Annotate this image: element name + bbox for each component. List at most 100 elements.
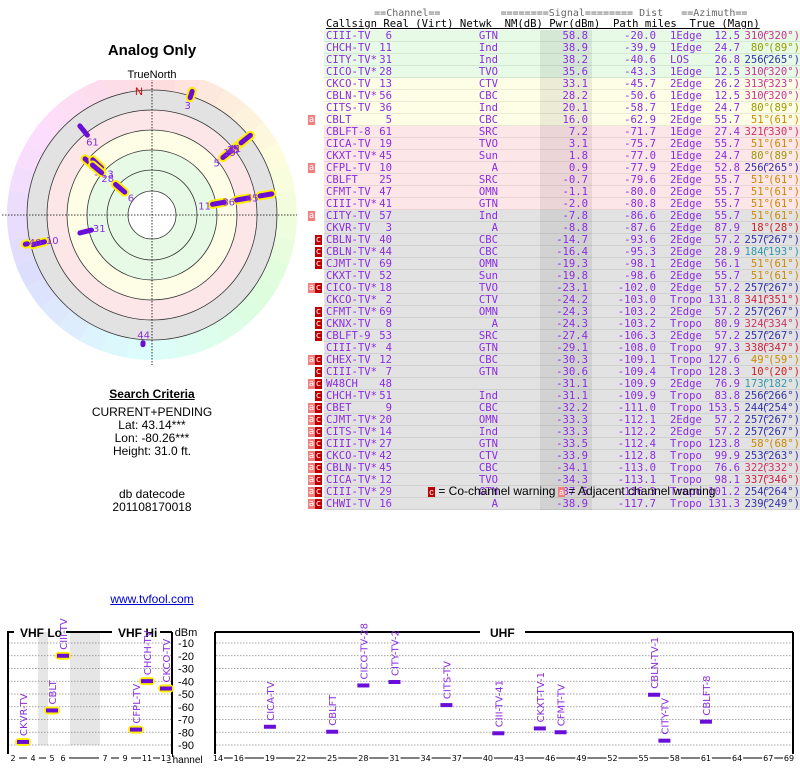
station-bar — [234, 195, 251, 203]
warning-badges — [304, 102, 324, 114]
channel-gap-shade — [38, 632, 48, 745]
cell-dist: 12.5 — [714, 90, 740, 102]
table-row[interactable]: CIII-TV* 4 GTN -29.1 -108.0 Tropo 97.3 338° (347… — [304, 342, 800, 354]
table-row[interactable]: CIII-TV* 41 GTN -2.0 -80.8 2Edge 55.7 51° (61°) — [304, 198, 800, 210]
table-row[interactable]: CICA-TV 19 TVO 3.1 -75.7 2Edge 55.7 51° (61°) — [304, 138, 800, 150]
cell-dist: 76.6 — [714, 462, 740, 474]
cell-magn: (59°) — [768, 354, 800, 366]
cell-dist: 55.7 — [714, 210, 740, 222]
table-row[interactable]: a CBLT 5 CBC 16.0 -62.9 2Edge 55.7 51° (61°) — [304, 114, 800, 126]
cell-true: 257° — [744, 414, 770, 426]
cell-path: 2Edge — [670, 234, 702, 246]
cell-net: CBC — [478, 402, 498, 414]
table-row[interactable]: a c CICO-TV* 18 TVO -23.1 -102.0 2Edge 57.2 257°(… — [304, 282, 800, 294]
warning-badges — [304, 270, 324, 282]
table-row[interactable]: c CBLFT-9 53 SRC -27.4 -106.3 2Edge 57.2 257° (26… — [304, 330, 800, 342]
table-row[interactable]: a c W48CH 48 -31.1 -109.9 2Edge 76.9 173° (182°) — [304, 378, 800, 390]
cell-pwr: -98.1 — [624, 258, 656, 270]
table-row[interactable]: CBLFT-8 61 SRC 7.2 -71.7 1Edge 27.4 321° (330°) — [304, 126, 800, 138]
search-mode: CURRENT+PENDING — [91, 405, 213, 419]
cell-cs: CKCO-TV* — [326, 450, 378, 462]
x-tick-label: 61 — [701, 754, 711, 763]
table-row[interactable]: a c CBET 9 CBC -32.2 -111.0 Tropo 153.5 244° (254°… — [304, 402, 800, 414]
adjacent-warning-icon: a — [308, 403, 315, 413]
table-row[interactable]: CITY-TV* 31 Ind 38.2 -40.6 LOS 26.8 256° (265°) — [304, 54, 800, 66]
cell-net: TVO — [478, 138, 498, 150]
cell-real: 10 — [379, 162, 392, 174]
cell-cs: CKNX-TV — [326, 318, 371, 330]
table-row[interactable]: c CJMT-TV 69 OMN -19.3 -98.1 2Edge 56.1 51° (61°) — [304, 258, 800, 270]
table-row[interactable]: a c CICA-TV* 12 TVO -34.3 -113.1 Tropo 98.1 337°(… — [304, 474, 800, 486]
cell-true: 321° — [744, 126, 770, 138]
table-row[interactable]: CKCO-TV 13 CTV 33.1 -45.7 2Edge 26.2 313° (323°) — [304, 78, 800, 90]
table-row[interactable]: CICO-TV* 28 TVO 35.6 -43.3 1Edge 12.5 310° (320°… — [304, 66, 800, 78]
table-row[interactable]: c CIII-TV* 7 GTN -30.6 -109.4 Tropo 128.3 10° (20… — [304, 366, 800, 378]
station-bar — [238, 132, 253, 146]
band-section-label: VHF Hi — [118, 626, 157, 640]
station-channel-label: 11 — [198, 202, 211, 213]
cell-dist: 128.3 — [708, 366, 740, 378]
station-channel-label: 31 — [93, 224, 106, 235]
cell-path: Tropo — [670, 450, 702, 462]
tvfool-link[interactable]: www.tvfool.com — [110, 592, 194, 606]
cell-dist: 55.7 — [714, 114, 740, 126]
table-row[interactable]: a c CHWI-TV 16 A -38.9 -117.7 Tropo 131.3 239° (24… — [304, 498, 800, 510]
table-row[interactable]: a c CHEX-TV 12 CBC -30.3 -109.1 Tropo 127.6 49° (5… — [304, 354, 800, 366]
row-background — [324, 474, 800, 486]
table-row[interactable]: a c CKCO-TV* 42 CTV -33.9 -112.8 Tropo 99.9 253°(… — [304, 450, 800, 462]
table-row[interactable]: a c CIII-TV* 27 GTN -33.5 -112.4 Tropo 123.8 58°(… — [304, 438, 800, 450]
table-row[interactable]: CIII-TV 6 GTN 58.8 -20.0 1Edge 12.5 310° (320°) — [304, 30, 800, 42]
cell-path: 1Edge — [670, 30, 702, 42]
station-label: CBLT — [48, 679, 59, 704]
cell-cs: CIII-TV* — [326, 342, 378, 354]
cell-cs: CBLFT-9 — [326, 330, 371, 342]
x-tick-label: 14 — [213, 754, 223, 763]
cell-real: 8 — [385, 318, 392, 330]
row-background — [324, 402, 800, 414]
table-row[interactable]: c CKNX-TV 8 A -24.3 -103.2 Tropo 80.9 324° (334°) — [304, 318, 800, 330]
table-row[interactable]: c CHCH-TV* 51 Ind -31.1 -109.9 Tropo 83.8 256° (2… — [304, 390, 800, 402]
table-row[interactable]: a c CJMT-TV* 20 OMN -33.3 -112.1 2Edge 57.2 257°(… — [304, 414, 800, 426]
table-row[interactable]: CITS-TV 36 Ind 20.1 -58.7 1Edge 24.7 80° (89°) — [304, 102, 800, 114]
table-row[interactable]: CFMT-TV 47 OMN -1.1 -80.0 2Edge 55.7 51° (61°) — [304, 186, 800, 198]
true-north-label: TrueNorth — [127, 69, 177, 81]
warning-badges: c — [304, 330, 324, 342]
nm-column-shade — [540, 66, 592, 78]
cell-real: 12 — [379, 354, 392, 366]
table-row[interactable]: a CFPL-TV 10 A 0.9 -77.9 2Edge 52.8 256° (265°) — [304, 162, 800, 174]
cell-nm: 28.2 — [562, 90, 588, 102]
cell-real: 56 — [379, 90, 392, 102]
cell-magn: (89°) — [768, 102, 800, 114]
table-row[interactable]: CHCH-TV 11 Ind 38.9 -39.9 1Edge 24.7 80° (89°) — [304, 42, 800, 54]
table-row[interactable]: c CBLN-TV 40 CBC -14.7 -93.6 2Edge 57.2 257° (267… — [304, 234, 800, 246]
table-row[interactable]: CKXT-TV 52 Sun -19.8 -98.6 2Edge 55.7 51° (61°) — [304, 270, 800, 282]
cell-magn: (346°) — [761, 474, 800, 486]
table-row[interactable]: CKVR-TV 3 A -8.8 -87.6 2Edge 87.9 18° (28°) — [304, 222, 800, 234]
cell-real: 36 — [379, 102, 392, 114]
cell-dist: 80.9 — [714, 318, 740, 330]
cell-magn: (61°) — [768, 186, 800, 198]
table-row[interactable]: CKCO-TV* 2 CTV -24.2 -103.0 Tropo 131.8 341° (35… — [304, 294, 800, 306]
cell-real: 25 — [379, 174, 392, 186]
table-row[interactable]: CBLN-TV* 56 CBC 28.2 -50.6 1Edge 12.5 310° (320°… — [304, 90, 800, 102]
cell-nm: -33.3 — [556, 414, 588, 426]
nm-column-shade — [540, 318, 592, 330]
cell-pwr: -103.0 — [617, 294, 656, 306]
cell-pwr: -71.7 — [624, 126, 656, 138]
compass-north-label: N — [135, 86, 143, 98]
row-background — [324, 330, 800, 342]
warning-badges: c — [304, 306, 324, 318]
table-row[interactable]: CKXT-TV* 45 Sun 1.8 -77.0 1Edge 24.7 80° (89°) — [304, 150, 800, 162]
cell-nm: 38.9 — [562, 42, 588, 54]
table-row[interactable]: a c CITS-TV* 14 Ind -33.3 -112.2 2Edge 57.2 257°(… — [304, 426, 800, 438]
table-row[interactable]: CBLFT 25 SRC -0.7 -79.6 2Edge 55.7 51° (61°) — [304, 174, 800, 186]
table-row[interactable]: a c CBLN-TV* 45 CBC -34.1 -113.0 Tropo 76.6 322°(… — [304, 462, 800, 474]
cochannel-warning-icon: c — [315, 379, 322, 389]
table-row[interactable]: a CITY-TV 57 Ind -7.8 -86.6 2Edge 55.7 51° (61°) — [304, 210, 800, 222]
table-row[interactable]: c CFMT-TV* 69 OMN -24.3 -103.2 2Edge 57.2 257° (2… — [304, 306, 800, 318]
table-row[interactable]: c CBLN-TV* 44 CBC -16.4 -95.3 2Edge 28.9 184° (19… — [304, 246, 800, 258]
adjacent-warning-icon: a — [308, 451, 315, 461]
cell-true: 254° — [744, 486, 770, 498]
cell-real: 14 — [379, 426, 392, 438]
cell-cs: CIII-TV* — [326, 366, 378, 378]
